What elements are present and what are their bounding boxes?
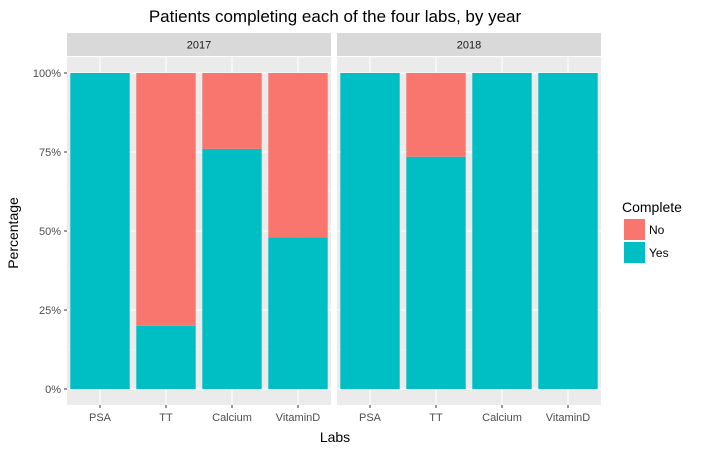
bar-no-vitamind xyxy=(268,73,328,238)
chart-title: Patients completing each of the four lab… xyxy=(149,7,522,26)
bar-yes-vitamind xyxy=(538,73,598,389)
bar-yes-vitamind xyxy=(268,237,328,389)
legend-label-no: No xyxy=(649,223,665,237)
facet-panel-2018: 2018 PSA TT Calcium VitaminD xyxy=(337,33,601,424)
facet-strip xyxy=(67,33,331,56)
legend-key-yes xyxy=(624,242,645,263)
facet-strip xyxy=(337,33,601,56)
x-tick-label: Calcium xyxy=(212,412,252,424)
x-axis-title: Labs xyxy=(320,429,350,445)
bar-yes-tt xyxy=(136,325,196,389)
y-tick-label: 25% xyxy=(39,305,61,317)
y-tick-label: 100% xyxy=(33,68,61,80)
legend: Complete No Yes xyxy=(622,199,682,263)
x-tick-label: VitaminD xyxy=(546,412,590,424)
bar-yes-tt xyxy=(406,156,466,389)
facet-panel-2017: 2017 PSA TT Calcium VitaminD 0% 25% 50% 75% 100% xyxy=(33,33,331,424)
legend-key-no xyxy=(624,219,645,240)
y-tick-label: 75% xyxy=(39,147,61,159)
legend-title: Complete xyxy=(622,199,682,215)
bar-no-tt xyxy=(406,73,466,157)
bar-no-calcium xyxy=(202,73,262,149)
facet-strip-label: 2018 xyxy=(457,40,481,52)
y-tick-label: 50% xyxy=(39,226,61,238)
x-tick-label: TT xyxy=(429,412,443,424)
x-tick-label: VitaminD xyxy=(276,412,320,424)
y-axis-title: Percentage xyxy=(5,197,21,269)
x-tick-label: PSA xyxy=(89,412,112,424)
bar-yes-psa xyxy=(70,73,130,389)
bar-yes-psa xyxy=(340,73,400,389)
legend-label-yes: Yes xyxy=(649,246,669,260)
y-tick-label: 0% xyxy=(45,384,61,396)
bar-no-tt xyxy=(136,73,196,326)
facet-strip-label: 2017 xyxy=(187,40,211,52)
x-tick-label: PSA xyxy=(359,412,382,424)
x-tick-label: Calcium xyxy=(482,412,522,424)
bar-yes-calcium xyxy=(472,73,532,389)
x-tick-label: TT xyxy=(159,412,173,424)
bar-yes-calcium xyxy=(202,148,262,389)
